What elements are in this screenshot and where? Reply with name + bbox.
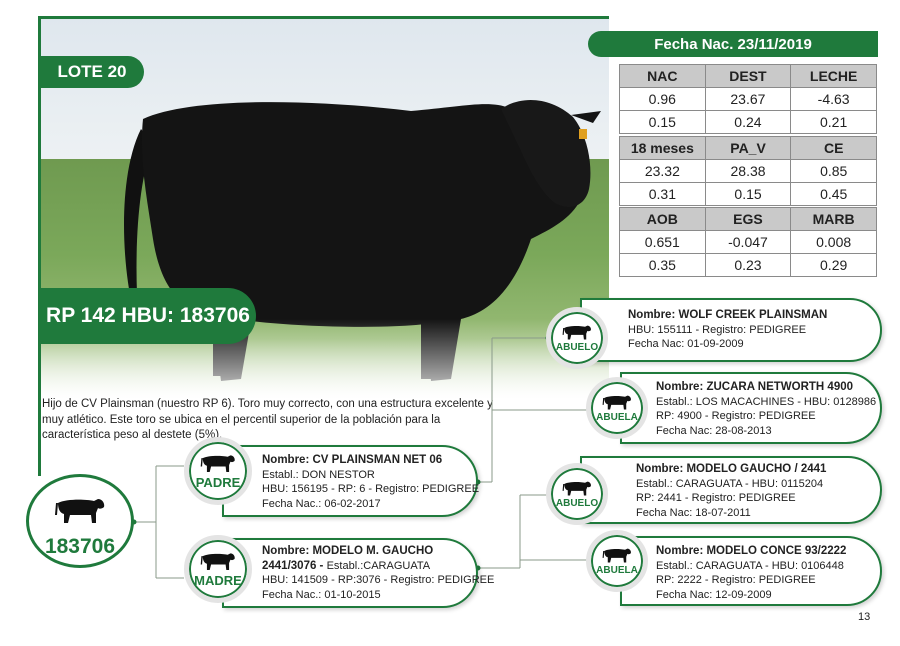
abuelo-paterno-card: [580, 298, 882, 362]
abuela-paterna-name: Nombre: ZUCARA NETWORTH 4900: [656, 381, 854, 393]
bull-silhouette-icon: [200, 455, 235, 472]
epd-value: -0.047: [704, 230, 792, 254]
epd-header: LECHE: [790, 64, 877, 88]
abuelo-materno-badge: ABUELO: [546, 463, 608, 525]
abuela-materna-card: [620, 536, 882, 606]
epd-header: 18 meses: [619, 136, 706, 160]
abuela-paterna-registry: RP: 4900 - Registro: PEDIGREE: [656, 410, 816, 422]
padre-card: [222, 445, 478, 517]
abuelo-paterno-birthdate: Fecha Nac: 01-09-2009: [628, 338, 744, 350]
abuela-paterna-birthdate: Fecha Nac: 28-08-2013: [656, 424, 772, 437]
epd-accuracy: 0.24: [704, 110, 792, 134]
madre-card: [222, 538, 478, 608]
epd-header: MARB: [790, 207, 877, 231]
epd-value: 28.38: [704, 159, 792, 183]
epd-table-2: 18 meses PA_V CE 23.32 28.38 0.85 0.31 0…: [619, 136, 877, 206]
madre-label: MADRE: [194, 573, 242, 588]
abuelo-paterno-name: Nombre: WOLF CREEK PLAINSMAN: [628, 309, 828, 321]
madre-info: Nombre: MODELO M. GAUCHO 2441/3076 - Est…: [262, 544, 494, 602]
cow-silhouette-icon: [602, 395, 631, 410]
birth-date-banner: Fecha Nac. 23/11/2019: [588, 31, 878, 57]
epd-accuracy: 0.15: [704, 182, 792, 206]
abuela-materna-badge: ABUELA: [586, 530, 648, 592]
abuela-materna-registry: RP: 2222 - Registro: PEDIGREE: [656, 574, 816, 586]
bull-silhouette-icon: [562, 325, 591, 340]
bull-silhouette-icon: [562, 481, 591, 496]
main-animal-badge: [26, 474, 134, 568]
cow-silhouette-icon: [200, 553, 235, 570]
abuelo-materno-label: ABUELO: [555, 498, 599, 509]
madre-establ: Establ.:CARAGUATA: [326, 559, 431, 572]
madre-registry: HBU: 141509 - RP:3076 - Registro: PEDIGR…: [262, 574, 495, 586]
bull-description: Hijo de CV Plainsman (nuestro RP 6). Tor…: [42, 398, 493, 441]
padre-label: PADRE: [195, 475, 241, 490]
padre-establ: Establ.: DON NESTOR: [262, 468, 375, 481]
epd-header: CE: [790, 136, 877, 160]
abuela-paterna-establ: Establ.: LOS MACACHINES - HBU: 0128986: [656, 395, 877, 408]
epd-value: 0.008: [790, 230, 877, 254]
abuelo-materno-name: Nombre: MODELO GAUCHO / 2441: [636, 463, 827, 475]
padre-registry: HBU: 156195 - RP: 6 - Registro: PEDIGREE: [262, 483, 480, 495]
epd-accuracy: 0.29: [790, 253, 877, 277]
epd-value: 23.67: [704, 87, 792, 111]
epd-header: EGS: [704, 207, 792, 231]
epd-value: 0.96: [619, 87, 706, 111]
abuela-paterna-label: ABUELA: [596, 412, 638, 423]
abuelo-materno-birthdate: Fecha Nac: 18-07-2011: [636, 506, 751, 519]
epd-accuracy: 0.45: [790, 182, 877, 206]
abuelo-materno-info: Nombre: MODELO GAUCHO / 2441 Establ.: CA…: [636, 462, 826, 520]
rp-banner: RP 142 HBU: 183706: [40, 288, 256, 344]
abuelo-materno-card: [580, 456, 882, 524]
abuela-paterna-badge: ABUELA: [586, 377, 648, 439]
padre-badge: PADRE: [184, 437, 252, 505]
abuela-materna-birthdate: Fecha Nac: 12-09-2009: [656, 588, 772, 601]
abuelo-paterno-badge: ABUELO: [546, 307, 608, 369]
lote-label: LOTE 20: [40, 56, 144, 88]
epd-header: PA_V: [704, 136, 792, 160]
epd-accuracy: 0.35: [619, 253, 706, 277]
padre-info: Nombre: CV PLAINSMAN NET 06 Establ.: DON…: [262, 453, 479, 511]
padre-birthdate: Fecha Nac.: 06-02-2017: [262, 497, 381, 510]
abuela-paterna-info: Nombre: ZUCARA NETWORTH 4900 Establ.: LO…: [656, 380, 876, 438]
abuela-materna-establ: Establ.: CARAGUATA - HBU: 0106448: [656, 559, 844, 572]
epd-accuracy: 0.21: [790, 110, 877, 134]
epd-value: -4.63: [790, 87, 877, 111]
main-animal-id: 183706: [44, 535, 116, 558]
epd-accuracy: 0.23: [704, 253, 792, 277]
abuela-materna-label: ABUELA: [596, 565, 638, 576]
madre-name: Nombre: MODELO M. GAUCHO: [262, 545, 434, 557]
cow-silhouette-icon: [602, 548, 631, 563]
abuela-paterna-card: [620, 372, 882, 444]
madre-birthdate: Fecha Nac.: 01-10-2015: [262, 588, 381, 601]
bull-silhouette-icon: [55, 499, 105, 523]
epd-table-3: AOB EGS MARB 0.651 -0.047 0.008 0.35 0.2…: [619, 207, 877, 277]
madre-badge: MADRE: [184, 535, 252, 603]
abuelo-paterno-label: ABUELO: [555, 342, 599, 353]
abuelo-materno-registry: RP: 2441 - Registro: PEDIGREE: [636, 492, 796, 504]
abuelo-paterno-info: Nombre: WOLF CREEK PLAINSMAN HBU: 155111…: [628, 308, 827, 352]
epd-header: DEST: [704, 64, 792, 88]
epd-value: 23.32: [619, 159, 706, 183]
epd-accuracy: 0.31: [619, 182, 706, 206]
epd-table-1: NAC DEST LECHE 0.96 23.67 -4.63 0.15 0.2…: [619, 64, 877, 134]
padre-name: Nombre: CV PLAINSMAN NET 06: [262, 454, 443, 466]
epd-value: 0.85: [790, 159, 877, 183]
abuela-materna-name: Nombre: MODELO CONCE 93/2222: [656, 545, 847, 557]
abuelo-materno-establ: Establ.: CARAGUATA - HBU: 0115204: [636, 477, 824, 490]
madre-name-cont: 2441/3076 -: [262, 559, 327, 572]
abuela-materna-info: Nombre: MODELO CONCE 93/2222 Establ.: CA…: [656, 544, 846, 602]
abuelo-paterno-registry: HBU: 155111 - Registro: PEDIGREE: [628, 323, 807, 336]
page-number: 13: [858, 611, 871, 623]
